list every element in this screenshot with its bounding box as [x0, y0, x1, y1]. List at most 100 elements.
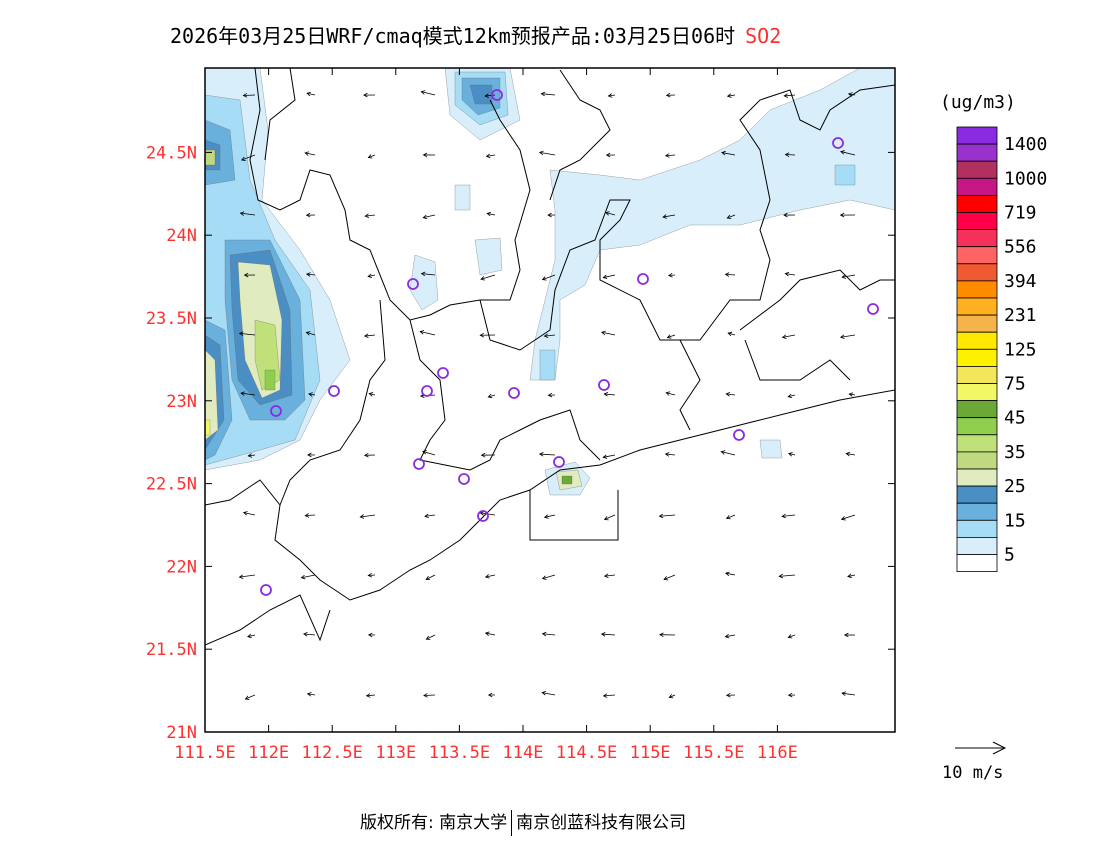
wind-shaft — [848, 93, 856, 96]
wind-shaft — [849, 393, 856, 396]
wind-arrow — [602, 693, 616, 698]
wind-shaft — [788, 634, 796, 638]
wind-head — [602, 693, 608, 698]
wind-head — [367, 154, 373, 159]
wind-shaft — [240, 212, 256, 216]
wind-head — [724, 633, 730, 639]
wind-head — [238, 331, 244, 336]
wind-arrow — [242, 93, 256, 98]
wind-arrow — [665, 92, 676, 98]
wind-arrow — [543, 514, 556, 519]
wind-head — [787, 452, 793, 457]
wind-arrow — [659, 632, 676, 638]
wind-head — [420, 90, 426, 95]
station-marker — [421, 385, 433, 397]
wind-arrow — [367, 572, 376, 578]
legend-swatch — [956, 519, 998, 538]
wind-head — [359, 514, 365, 519]
wind-shaft — [668, 274, 676, 276]
lat-label: 21N — [166, 723, 197, 743]
wind-shaft — [601, 633, 616, 636]
wind-shaft — [487, 213, 496, 216]
wind-arrow — [359, 514, 376, 519]
station-marker — [598, 379, 610, 391]
boundaries — [205, 68, 895, 646]
wind-head — [662, 214, 667, 219]
wind-head — [602, 274, 608, 280]
legend-label: 394 — [1004, 271, 1037, 292]
wind-shaft — [247, 634, 256, 638]
wind-head — [847, 573, 852, 579]
wind-arrow — [541, 690, 556, 696]
wind-arrow — [247, 453, 256, 458]
wind-arrow — [363, 92, 376, 98]
wind-head — [487, 393, 493, 399]
wind-head — [725, 392, 731, 397]
map-frame — [204, 67, 896, 733]
wind-head — [486, 211, 492, 217]
colorbar-legend: (ug/m3) 1400 1000 719 556 394 231 125 75 45 35 25 15… — [940, 92, 1047, 783]
wind-arrow — [726, 214, 736, 219]
wind-arrow — [724, 571, 736, 577]
wind-arrow — [240, 154, 256, 161]
wind-shaft — [485, 632, 496, 636]
legend-swatch — [956, 400, 998, 419]
wind-head — [778, 573, 784, 579]
wind-shaft — [485, 574, 496, 578]
copyright-right: 南京创蓝科技有限公司 — [516, 813, 687, 833]
wind-head — [725, 515, 731, 520]
wind-head — [541, 575, 547, 580]
wind-head — [424, 513, 429, 519]
copyright-footer: 版权所有: 南京大学 南京创蓝科技有限公司 — [360, 808, 686, 836]
wind-arrow — [541, 631, 556, 637]
legend-label: 15 — [1004, 510, 1026, 531]
wind-shaft — [426, 634, 436, 640]
wind-head — [479, 332, 485, 338]
wind-shaft — [727, 214, 736, 219]
wind-head — [305, 212, 311, 218]
wind-arrow — [480, 274, 496, 281]
wind-shaft — [542, 633, 556, 636]
wind-shaft — [782, 514, 796, 517]
wind-arrow — [841, 691, 856, 696]
wind-arrow — [304, 513, 316, 518]
wind-head — [666, 334, 672, 339]
wind-head — [538, 150, 544, 156]
wind-arrow — [538, 150, 556, 156]
wind-shaft — [842, 692, 856, 696]
wind-head — [783, 93, 789, 98]
station-marker — [508, 387, 520, 399]
wind-head — [667, 272, 673, 278]
station-marker — [270, 405, 282, 417]
legend-swatch — [956, 246, 998, 265]
wind-head — [787, 634, 793, 639]
wind-shaft — [422, 450, 436, 456]
wind-shaft — [424, 514, 436, 517]
legend-swatch — [956, 451, 998, 470]
wind-head — [547, 212, 552, 218]
legend-swatch — [956, 297, 998, 316]
wind-shaft — [662, 214, 676, 218]
legend-swatch — [956, 263, 998, 282]
concentration-contour — [529, 68, 895, 381]
wind-arrow — [486, 211, 496, 217]
wind-head — [783, 212, 788, 218]
wind-arrow — [243, 272, 256, 278]
wind-shaft — [726, 514, 736, 519]
wind-shaft — [725, 273, 736, 276]
wind-arrow — [665, 391, 676, 396]
concentration-contour — [474, 237, 503, 276]
wind-shaft — [608, 94, 616, 97]
concentration-contour — [205, 149, 216, 166]
wind-arrow — [727, 331, 736, 337]
lon-label: 111.5E — [174, 743, 235, 763]
wind-head — [364, 452, 369, 458]
wind-head — [244, 695, 250, 700]
wind-shaft — [486, 154, 496, 157]
wind-shaft — [306, 92, 316, 96]
wind-head — [845, 451, 851, 457]
wind-arrow — [305, 272, 316, 277]
wind-arrow — [839, 212, 856, 218]
wind-head — [305, 272, 311, 277]
wind-shaft — [425, 574, 436, 580]
